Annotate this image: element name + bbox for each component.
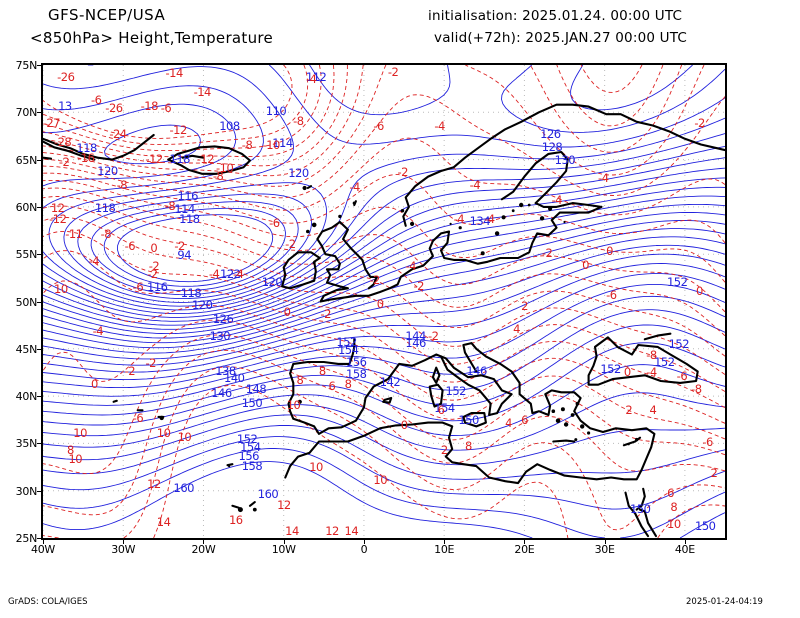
chart-header: GFS-NCEP/USA <850hPa> Height,Temperature… [0, 0, 800, 56]
longitude-tick-mark [43, 539, 44, 544]
latitude-tick-mark [37, 159, 42, 161]
longitude-tick-mark [203, 539, 205, 544]
latitude-tick-label: 60N [15, 200, 38, 214]
longitude-tick-label: 20W [191, 543, 216, 556]
latitude-tick-label: 25N [15, 532, 38, 545]
longitude-tick-mark [123, 539, 125, 544]
longitude-tick-label: 10W [271, 543, 296, 556]
latitude-tick-label: 40N [15, 390, 38, 404]
latitude-tick-mark [37, 206, 42, 208]
longitude-tick-label: 0 [360, 543, 368, 556]
latitude-tick-label: 65N [15, 153, 38, 167]
latitude-tick-mark [37, 65, 42, 66]
gridlines [43, 65, 725, 538]
longitude-tick-label: 10E [434, 543, 455, 556]
longitude-tick-mark [363, 539, 365, 544]
longitude-tick-label: 30E [594, 543, 615, 556]
map-plot-area[interactable] [41, 63, 727, 540]
initialisation-time-label: initialisation: 2025.01.24. 00:00 UTC [428, 8, 683, 24]
latitude-tick-mark [37, 490, 42, 492]
longitude-tick-label: 40W [31, 543, 55, 556]
latitude-tick-mark [37, 538, 42, 539]
temperature-contours [43, 65, 725, 538]
longitude-tick-mark [444, 539, 446, 544]
latitude-tick-mark [37, 112, 42, 114]
latitude-tick-label: 30N [15, 484, 38, 498]
latitude-tick-label: 45N [15, 342, 38, 356]
latitude-tick-label: 35N [15, 437, 38, 451]
latitude-tick-label: 50N [15, 295, 38, 309]
longitude-tick-label: 30W [111, 543, 136, 556]
latitude-tick-label: 75N [15, 59, 38, 72]
model-name-label: GFS-NCEP/USA [48, 6, 166, 24]
field-description-label: <850hPa> Height,Temperature [30, 29, 274, 47]
longitude-tick-mark [684, 539, 686, 544]
latitude-tick-mark [37, 301, 42, 303]
latitude-tick-label: 55N [15, 248, 38, 262]
longitude-tick-mark [524, 539, 526, 544]
longitude-tick-mark [604, 539, 606, 544]
latitude-tick-mark [37, 254, 42, 256]
latitude-tick-mark [37, 348, 42, 350]
source-credit-label: GrADS: COLA/IGES [8, 597, 88, 607]
latitude-tick-mark [37, 396, 42, 398]
valid-time-label: valid(+72h): 2025.JAN.27 00:00 UTC [434, 30, 687, 46]
latitude-tick-mark [37, 443, 42, 445]
coastlines [43, 103, 725, 538]
plot-timestamp-label: 2025-01-24-04:19 [686, 597, 763, 607]
longitude-tick-label: 20E [514, 543, 535, 556]
latitude-tick-label: 70N [15, 106, 38, 120]
contour-map-canvas [43, 65, 725, 538]
longitude-tick-mark [283, 539, 285, 544]
longitude-tick-label: 40E [674, 543, 695, 556]
